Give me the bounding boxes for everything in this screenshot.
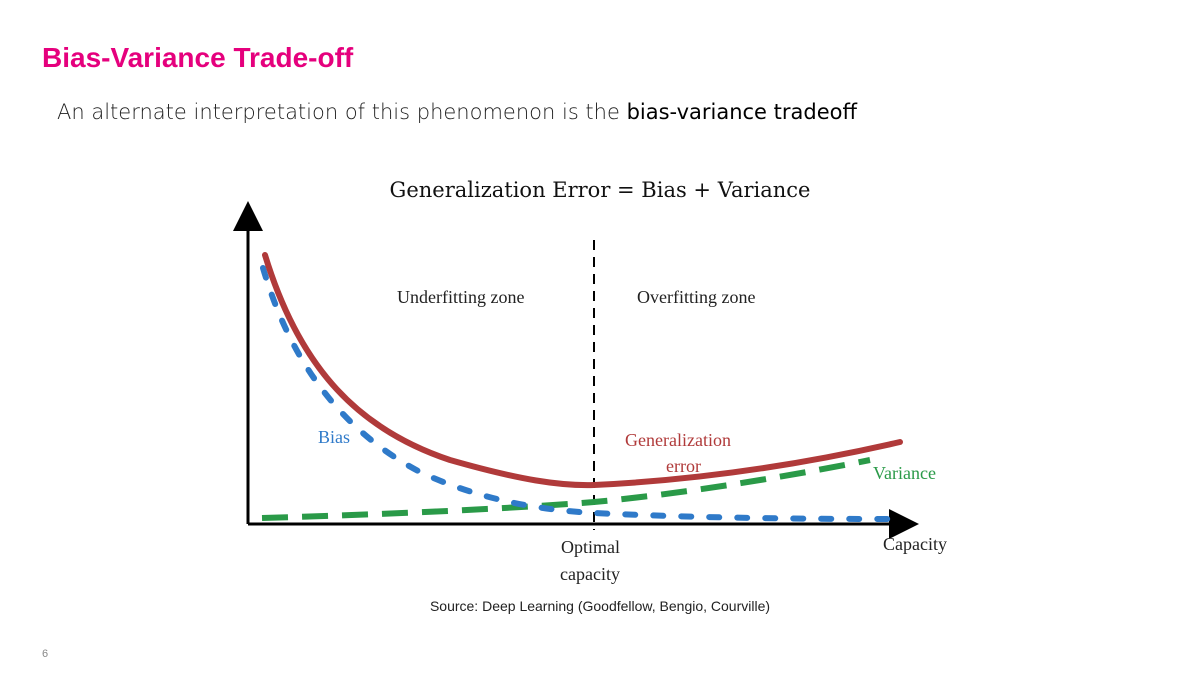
variance-curve — [261, 457, 871, 521]
overfitting-zone-label: Overfitting zone — [637, 287, 755, 307]
subtitle-emphasis: bias-variance tradeoff — [626, 100, 857, 124]
optimal-capacity-label-2: capacity — [560, 564, 620, 584]
page-number: 6 — [42, 648, 49, 660]
generalization-label: Generalization — [625, 430, 731, 450]
bias-curve — [260, 265, 893, 522]
optimal-capacity-label: Optimal — [561, 537, 620, 557]
subtitle-text: An alternate interpretation of this phen… — [57, 100, 627, 124]
generalization-label-2: error — [666, 456, 701, 476]
equation: Generalization Error = Bias + Variance — [389, 178, 811, 202]
x-axis-label: Capacity — [883, 534, 947, 554]
underfitting-zone-label: Underfitting zone — [397, 287, 524, 307]
bias-label: Bias — [318, 427, 350, 447]
generalization-error-curve — [262, 252, 903, 489]
slide-title: Bias-Variance Trade-off — [42, 42, 354, 73]
slide-subtitle: An alternate interpretation of this phen… — [57, 100, 857, 124]
variance-label: Variance — [873, 463, 936, 483]
source-caption: Source: Deep Learning (Goodfellow, Bengi… — [429, 598, 771, 614]
